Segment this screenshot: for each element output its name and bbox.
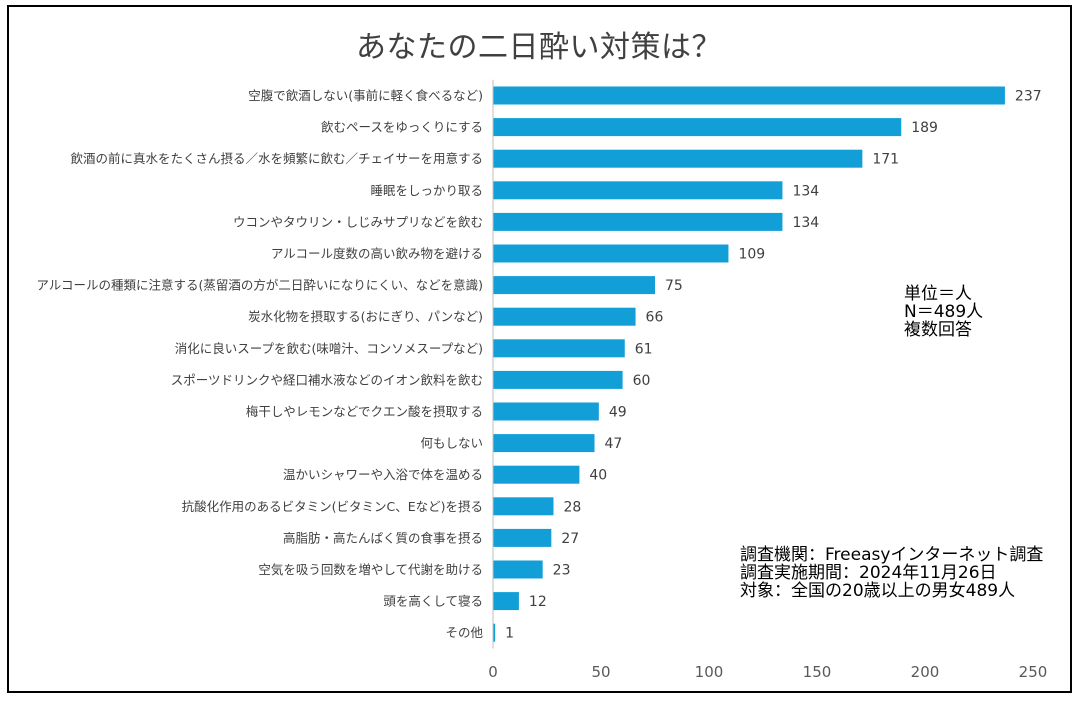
- x-tick-label: 250: [1019, 663, 1048, 681]
- bars-layer: [493, 86, 1005, 642]
- bar: [493, 212, 783, 231]
- bar: [493, 434, 595, 453]
- category-label: 梅干しやレモンなどでクエン酸を摂取する: [246, 404, 483, 419]
- category-label: ウコンやタウリン・しじみサプリなどを飲む: [233, 214, 483, 229]
- category-label: 空腹で飲酒しない(事前に軽く食べるなど): [248, 88, 483, 103]
- bar: [493, 528, 552, 547]
- value-label: 66: [646, 310, 664, 326]
- unit-note: 単位＝人 N＝489人 複数回答: [904, 284, 984, 340]
- value-label: 171: [872, 152, 899, 168]
- value-label: 28: [563, 499, 581, 515]
- x-tick-label: 50: [591, 663, 610, 681]
- category-label: 頭を高くして寝る: [383, 594, 483, 609]
- x-tick-label: 200: [911, 663, 940, 681]
- value-label: 49: [609, 405, 627, 421]
- value-label: 60: [633, 373, 651, 389]
- value-label: 23: [553, 563, 571, 579]
- category-label: 消化に良いスープを飲む(味噌汁、コンソメスープなど): [175, 341, 483, 356]
- value-label: 61: [635, 341, 653, 357]
- x-tick-label: 150: [803, 663, 832, 681]
- value-label: 109: [738, 247, 765, 263]
- chart-frame: [7, 5, 1072, 693]
- bar: [493, 370, 623, 389]
- category-labels: 空腹で飲酒しない(事前に軽く食べるなど) 飲むペースをゆっくりにする飲酒の前に真水…: [36, 88, 483, 640]
- bar: [493, 181, 783, 200]
- bar: [493, 118, 902, 137]
- category-label: 睡眠をしっかり取る: [370, 183, 483, 198]
- category-label: 高脂肪・高たんぱく質の食事を摂る: [283, 530, 483, 545]
- bar: [493, 402, 599, 421]
- bar: [493, 149, 863, 168]
- value-label: 134: [792, 183, 819, 199]
- category-label: 飲むペースをゆっくりにする: [321, 120, 483, 135]
- value-label: 12: [529, 594, 547, 610]
- category-label: 飲酒の前に真水をたくさん摂る／水を頻繁に飲む／チェイサーを用意する: [70, 151, 483, 166]
- value-label: 47: [605, 436, 623, 452]
- bar: [493, 276, 655, 295]
- bar: [493, 623, 496, 642]
- value-label: 189: [911, 120, 938, 136]
- bar: [493, 86, 1005, 105]
- bar: [493, 560, 543, 579]
- chart-title: あなたの二日酔い対策は？: [356, 30, 722, 65]
- bar: [493, 497, 554, 516]
- category-label: アルコールの種類に注意する(蒸留酒の方が二日酔いになりにくい、などを意識): [36, 278, 483, 293]
- x-tick-label: 100: [695, 663, 724, 681]
- bar: [493, 339, 625, 358]
- bar: [493, 244, 729, 263]
- value-label: 1: [505, 626, 514, 642]
- bar: [493, 307, 636, 326]
- category-label: スポーツドリンクや経口補水液などのイオン飲料を飲む: [171, 372, 483, 387]
- category-label: 何もしない: [420, 436, 483, 451]
- category-label: 炭水化物を摂取する(おにぎり、パンなど): [248, 309, 483, 324]
- value-label: 237: [1015, 89, 1042, 105]
- bar: [493, 465, 580, 484]
- x-tick-label: 0: [488, 663, 498, 681]
- x-axis-ticks: 0 50 100 150 200 250: [488, 663, 1047, 681]
- value-label: 27: [561, 531, 579, 547]
- value-label: 40: [589, 468, 607, 484]
- category-label: 抗酸化作用のあるビタミン(ビタミンC、Eなど)を摂る: [182, 499, 483, 514]
- category-label: アルコール度数の高い飲み物を避ける: [271, 246, 483, 261]
- category-label: その他: [445, 625, 483, 640]
- bar: [493, 592, 519, 611]
- category-label: 空気を吸う回数を増やして代謝を助ける: [258, 562, 483, 577]
- survey-note: 調査機関：Freeasyインターネット調査 調査実施期間：2024年11月26日…: [740, 545, 1044, 601]
- value-label: 75: [665, 278, 683, 294]
- category-label: 温かいシャワーや入浴で体を温める: [283, 467, 483, 482]
- value-label: 134: [792, 215, 819, 231]
